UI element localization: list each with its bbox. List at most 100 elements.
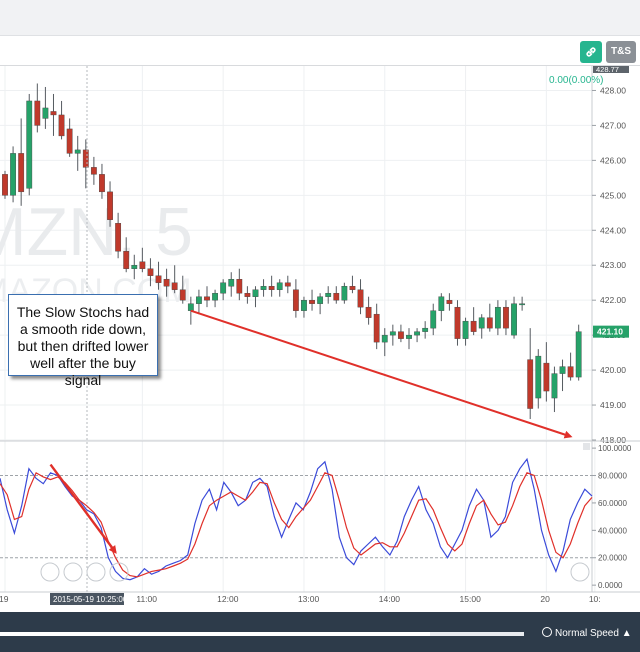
stoch-line-slow xyxy=(0,471,593,578)
candle-body xyxy=(74,149,81,154)
caret-up-icon: ▲ xyxy=(621,628,632,639)
candle xyxy=(171,265,178,294)
candle-body xyxy=(139,261,146,269)
candle-body xyxy=(99,174,105,193)
candle xyxy=(398,324,404,343)
candle-body xyxy=(559,366,566,374)
candle-body xyxy=(414,331,420,336)
candle xyxy=(575,324,582,381)
candle-body xyxy=(276,282,283,290)
price-axis-bg xyxy=(592,66,640,440)
time-tick-label: 11:00 xyxy=(136,594,157,604)
nav-scroll-back-icon[interactable] xyxy=(40,562,60,582)
candle xyxy=(179,275,186,304)
candle xyxy=(212,289,218,308)
nav-zoom-out-icon[interactable] xyxy=(63,562,83,582)
candle-body xyxy=(123,251,130,269)
candle-body xyxy=(284,282,291,287)
candle xyxy=(74,135,81,171)
candle xyxy=(551,366,558,413)
change-label: 0.00(0.00%) xyxy=(549,75,603,86)
watermark-symbol: MZN, 5 xyxy=(0,194,193,270)
candle xyxy=(301,296,307,318)
candle-body xyxy=(2,174,8,196)
candle-body xyxy=(503,306,509,329)
candle xyxy=(470,307,477,336)
candle xyxy=(50,93,57,136)
candle xyxy=(381,328,388,357)
candle-body xyxy=(187,303,194,311)
annotation-note: The Slow Stochs had a smooth ride down, … xyxy=(8,294,158,388)
candle xyxy=(155,261,162,290)
candle-body xyxy=(478,317,485,329)
candle-body xyxy=(567,366,574,378)
candle xyxy=(196,289,202,315)
candle xyxy=(82,139,89,189)
candle xyxy=(309,289,315,311)
price-tick-label: 420.00 xyxy=(600,365,626,375)
candle-body xyxy=(236,279,243,294)
candle-body xyxy=(82,149,89,168)
candle-body xyxy=(90,167,97,175)
candle-body xyxy=(511,303,517,336)
price-tick-label: 423.00 xyxy=(600,260,626,270)
candle xyxy=(26,93,33,196)
candle xyxy=(236,268,243,301)
candle-body xyxy=(446,299,453,304)
candle-body xyxy=(462,320,469,339)
nav-reset-icon[interactable] xyxy=(86,562,106,582)
candle xyxy=(357,279,364,315)
candle xyxy=(486,303,493,332)
candle-body xyxy=(171,282,178,290)
nav-zoom-in-icon[interactable] xyxy=(109,562,129,582)
candle-body xyxy=(196,296,202,304)
candle-body xyxy=(163,279,170,287)
candle xyxy=(252,286,259,308)
candle xyxy=(349,275,356,294)
candle-body xyxy=(575,331,582,378)
nav-scroll-forward-icon[interactable] xyxy=(570,562,590,582)
candle xyxy=(163,268,170,297)
speed-selector[interactable]: Normal Speed ▲ xyxy=(542,627,632,641)
candle-body xyxy=(349,286,356,290)
candle xyxy=(333,286,340,304)
panel-close-box xyxy=(583,443,590,450)
price-tick-label: 419.00 xyxy=(600,400,626,410)
candle-body xyxy=(42,107,49,119)
candle xyxy=(58,100,65,140)
candle-body xyxy=(107,191,113,220)
playback-progress-fill xyxy=(0,632,430,636)
candle-body xyxy=(212,292,218,301)
time-and-sales-button[interactable]: T&S xyxy=(606,41,636,63)
candle-body xyxy=(292,289,299,311)
candle xyxy=(527,328,534,420)
candle-body xyxy=(220,282,227,294)
speed-gauge-icon xyxy=(542,627,552,637)
candle xyxy=(90,156,97,185)
stochastics-panel: 0.0000 20.0000 40.0000 60.0000 80.0000 100.00… xyxy=(0,440,640,590)
candle xyxy=(438,293,445,322)
candle xyxy=(99,163,105,199)
time-axis: 19 11:00 12:00 13:00 14:00 15:00 20 10: 2015-05-… xyxy=(0,591,640,606)
stoch-tick-label: 20.0000 xyxy=(598,554,627,563)
candle xyxy=(317,293,324,315)
candle xyxy=(115,212,122,259)
candle xyxy=(543,342,550,402)
stoch-tick-label: 60.0000 xyxy=(598,499,627,508)
candle xyxy=(66,118,73,157)
candle xyxy=(389,324,396,346)
time-tick-label: 19 xyxy=(0,594,9,604)
candle xyxy=(446,293,453,311)
candle xyxy=(503,300,509,336)
candle xyxy=(567,352,574,381)
candle xyxy=(494,300,501,336)
candle-body xyxy=(470,320,477,332)
candle xyxy=(341,282,348,304)
candlestick-series xyxy=(2,83,582,420)
link-button[interactable] xyxy=(580,41,602,63)
candle xyxy=(2,170,8,199)
candle-body xyxy=(389,331,396,336)
candle-body xyxy=(18,153,25,193)
playback-progress[interactable] xyxy=(0,632,524,636)
time-tick-label: 13:00 xyxy=(298,594,320,604)
